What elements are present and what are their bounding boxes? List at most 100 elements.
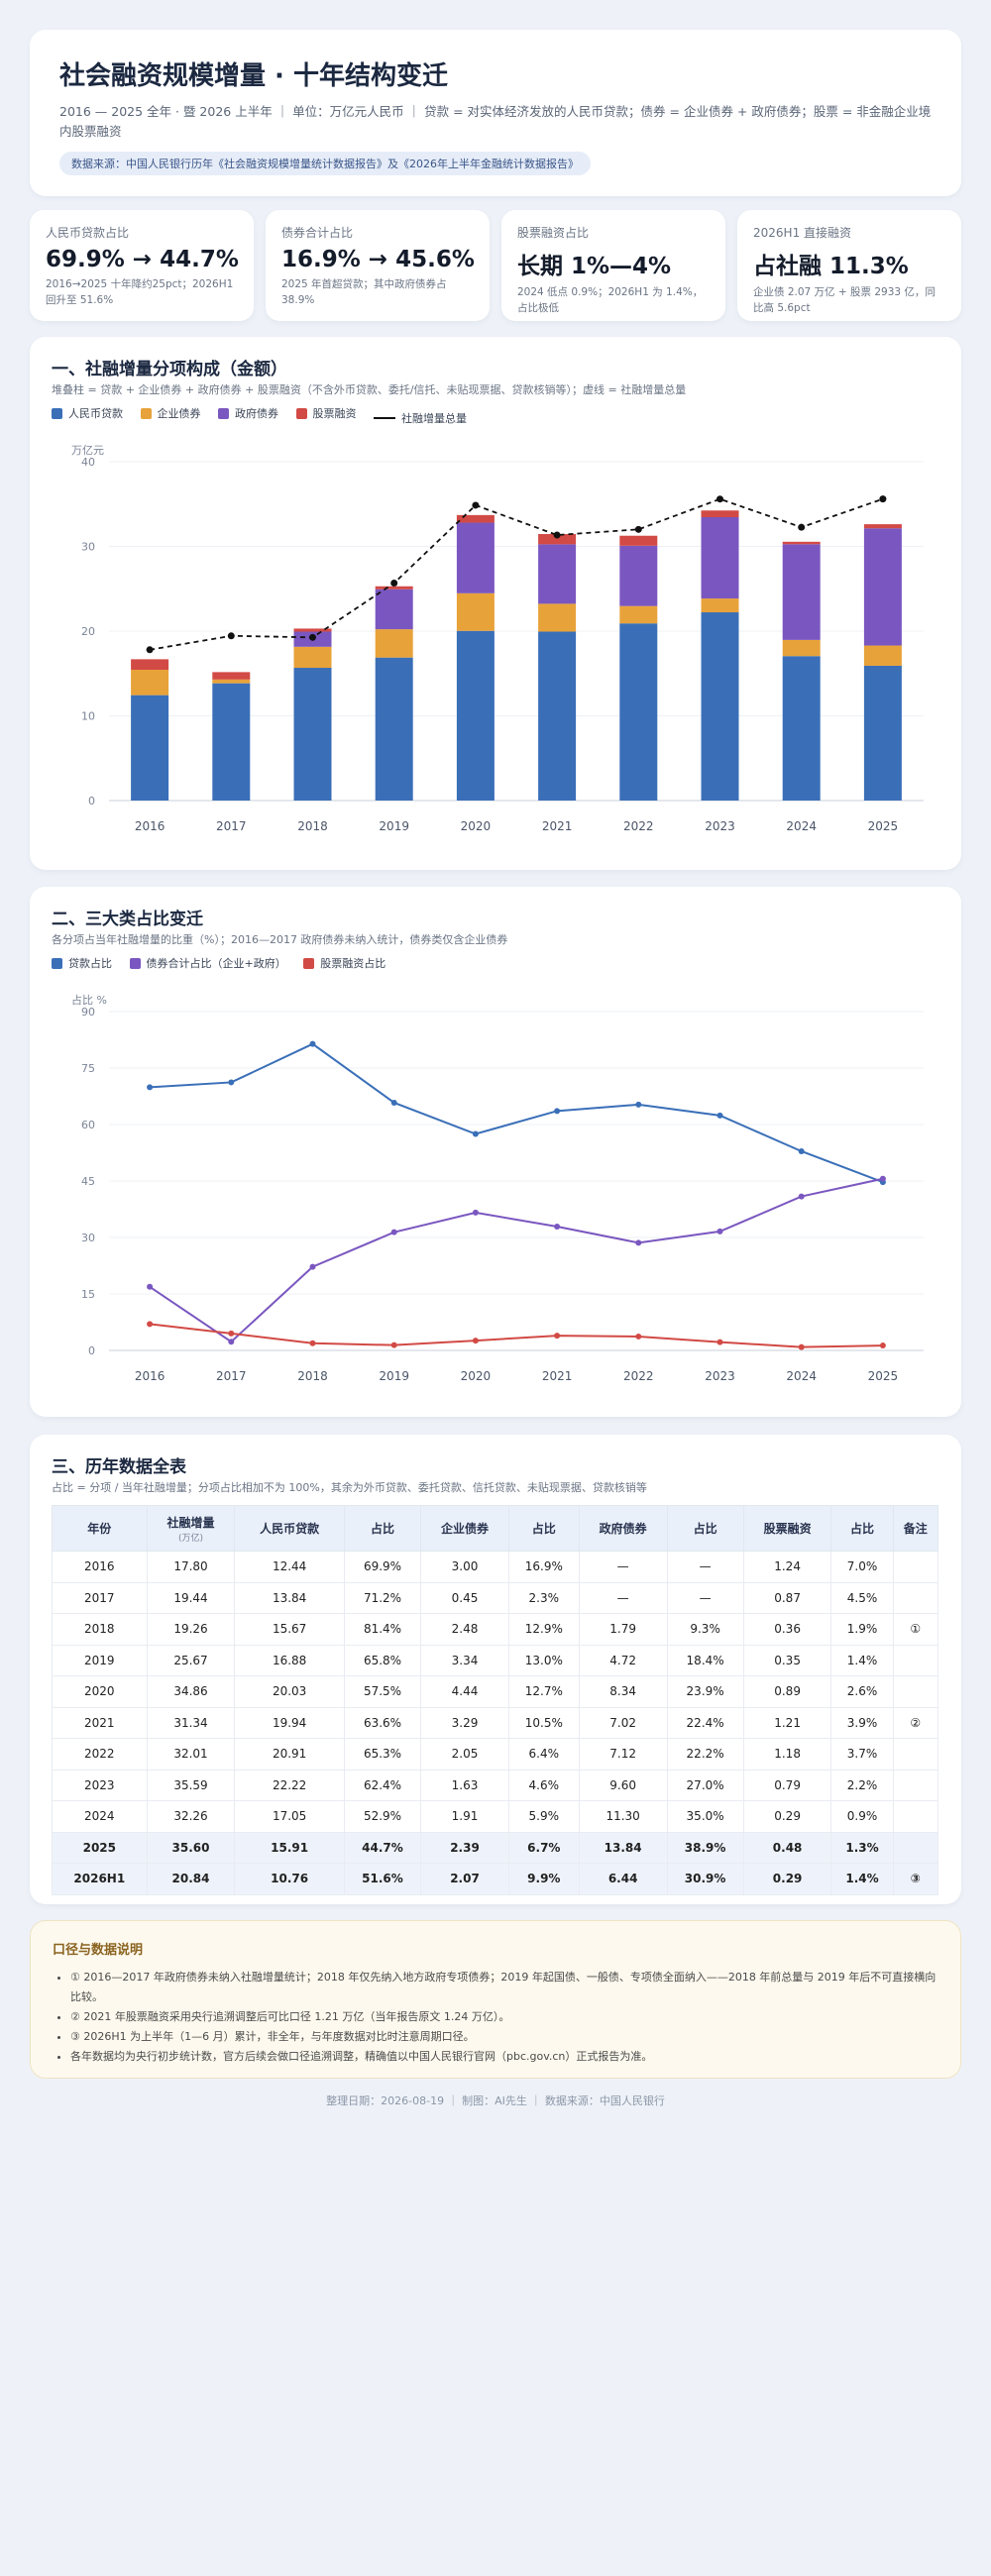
series-point: [716, 1112, 723, 1119]
bar-segment: [863, 665, 902, 801]
series-point: [716, 1228, 723, 1234]
total-point: [634, 525, 642, 533]
series-point: [554, 1223, 561, 1230]
table-cell: 2.3%: [507, 1581, 580, 1614]
table-cell: 2023: [52, 1769, 148, 1801]
kpi-label: 股票融资占比: [517, 226, 590, 240]
kpi-value: 16.9% → 45.6%: [281, 247, 475, 272]
table-cell: 11.30: [578, 1800, 668, 1833]
series-point: [554, 1108, 561, 1115]
kpi-label: 债券合计占比: [281, 226, 354, 240]
legend-item-stock-share: 股票融资占比: [303, 955, 385, 971]
table-cell: 0.29: [742, 1800, 832, 1833]
series-point: [879, 1175, 886, 1182]
table-cell: 1.24: [742, 1551, 832, 1583]
bar-segment: [375, 586, 413, 590]
table-cell: [892, 1644, 939, 1676]
table-cell: 1.79: [578, 1613, 668, 1646]
bar-segment: [863, 645, 902, 666]
header-card: 社会融资规模增量 · 十年结构变迁 2016 — 2025 全年 · 暨 202…: [30, 30, 961, 196]
series-point: [228, 1079, 235, 1086]
series-point: [472, 1338, 479, 1344]
note-item: ③ 2026H1 为上半年（1—6 月）累计，非全年，与年度数据对比时注意周期口…: [70, 2027, 938, 2047]
kpi-value: 69.9% → 44.7%: [46, 247, 239, 272]
table-cell: 71.2%: [343, 1581, 422, 1614]
table-row: 2018 19.26 15.67 81.4% 2.48 12.9% 1.79 9.3% 0.36…: [52, 1613, 939, 1646]
table-cell: 0.35: [742, 1644, 832, 1676]
y-tick-label: 40: [81, 456, 95, 469]
table-cell: 4.5%: [830, 1581, 894, 1614]
bar-segment: [212, 683, 251, 801]
table-cell: 9.60: [578, 1769, 668, 1801]
table-cell: 2.39: [420, 1831, 509, 1864]
bar-segment: [538, 603, 577, 632]
section-share: 二、三大类占比变迁 各分项占当年社融增量的比重（%）；2016—2017 政府债…: [30, 887, 961, 1417]
stacked-bar-chart: 万亿元 0 10 20 30 40 2016 2017 2018 2019 2020 2021 2022…: [71, 444, 924, 833]
section-title: 一、社融增量分项构成（金额）: [52, 360, 287, 379]
series-line: [149, 1323, 883, 1348]
table-cell: 35.0%: [666, 1800, 744, 1833]
table-cell: 2.6%: [830, 1675, 894, 1708]
x-tick-label: 2025: [868, 1369, 899, 1383]
table-cell: 1.3%: [830, 1831, 894, 1864]
section-subtitle: 占比 = 分项 / 当年社融增量；分项占比相加不为 100%，其余为外币贷款、委…: [52, 1481, 647, 1494]
bar-segment: [293, 646, 332, 669]
table-cell: 1.9%: [830, 1613, 894, 1646]
kpi-card-stock: 股票融资占比 长期 1%—4% 2024 低点 0.9%；2026H1 为 1.…: [501, 210, 725, 321]
table-cell: ②: [892, 1706, 939, 1739]
table-cell: 3.29: [420, 1706, 509, 1739]
series-point: [147, 1321, 154, 1328]
total-point: [472, 501, 480, 509]
bar-segment: [293, 668, 332, 801]
table-cell: 6.7%: [507, 1831, 580, 1864]
table-cell: 30.9%: [666, 1863, 744, 1895]
table-cell: 38.9%: [666, 1831, 744, 1864]
x-tick-label: 2021: [542, 1369, 573, 1383]
table-cell: 0.36: [742, 1613, 832, 1646]
x-tick-label: 2019: [379, 819, 409, 833]
x-tick-label: 2022: [623, 819, 654, 833]
kpi-note: 2025 年首超贷款；其中政府债券占 38.9%: [281, 278, 447, 306]
x-tick-label: 2018: [297, 819, 328, 833]
table-cell: 17.80: [146, 1551, 236, 1583]
bar-segment: [538, 534, 577, 545]
table-header-cell: 年份: [52, 1505, 148, 1552]
y-tick-label: 75: [81, 1062, 95, 1075]
table-row: 2020 34.86 20.03 57.5% 4.44 12.7% 8.34 23.9% 0.8…: [52, 1675, 939, 1708]
y-tick-label: 0: [88, 795, 95, 807]
table-cell: 9.9%: [507, 1863, 580, 1895]
notes-list: ① 2016—2017 年政府债券未纳入社融增量统计；2018 年仅先纳入地方政…: [53, 1968, 938, 2067]
table-cell: 3.34: [420, 1644, 509, 1676]
table-cell: 2026H1: [52, 1863, 148, 1895]
table-cell: 7.0%: [830, 1551, 894, 1583]
x-tick-label: 2017: [216, 819, 247, 833]
page-footer: 整理日期：2026-08-19 ｜ 制图：AI先生 ｜ 数据来源：中国人民银行: [326, 2094, 665, 2107]
bar-segment: [619, 545, 658, 606]
table-cell: ③: [892, 1863, 939, 1895]
y-tick-label: 30: [81, 541, 95, 554]
table-cell: —: [578, 1551, 668, 1583]
y-tick-label: 0: [88, 1344, 95, 1357]
table-cell: 13.84: [234, 1581, 345, 1614]
table-cell: 16.88: [234, 1644, 345, 1676]
series-point: [798, 1193, 805, 1200]
section-subtitle: 各分项占当年社融增量的比重（%）；2016—2017 政府债券未纳入统计，债券类…: [52, 933, 508, 946]
table-cell: 32.01: [146, 1738, 236, 1771]
total-point: [227, 632, 235, 640]
bar-segment: [619, 535, 658, 546]
y-tick-label: 10: [81, 710, 95, 723]
section-subtitle: 堆叠柱 = 贷款 + 企业债券 + 政府债券 + 股票融资（不含外币贷款、委托/…: [52, 383, 687, 396]
x-tick-label: 2020: [461, 1369, 492, 1383]
table-cell: 19.44: [146, 1581, 236, 1614]
table-cell: 0.48: [742, 1831, 832, 1864]
table-cell: 10.5%: [507, 1706, 580, 1739]
table-cell: 20.91: [234, 1738, 345, 1771]
table-cell: 27.0%: [666, 1769, 744, 1801]
table-cell: 2021: [52, 1706, 148, 1739]
y-axis-unit: 占比 %: [71, 993, 107, 1007]
table-cell: 34.86: [146, 1675, 236, 1708]
table-cell: —: [578, 1581, 668, 1614]
series-point: [635, 1101, 642, 1108]
x-tick-label: 2016: [135, 1369, 165, 1383]
table-cell: 2.07: [420, 1863, 509, 1895]
